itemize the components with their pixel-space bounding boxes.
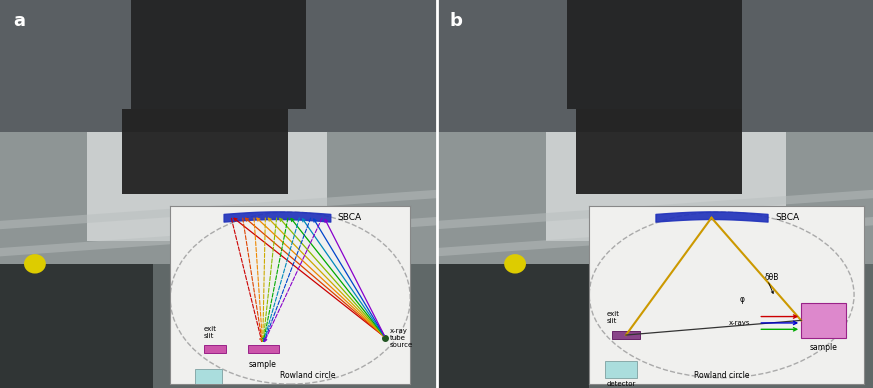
Text: Rowland circle: Rowland circle [694,371,749,379]
Bar [153,264,436,388]
Bar [604,360,637,378]
Bar [248,345,278,353]
Circle shape [24,254,46,274]
Bar [0,264,153,388]
Text: SBCA: SBCA [337,213,361,222]
Text: SBCA: SBCA [775,213,800,222]
Text: sample: sample [809,343,837,352]
Bar [589,264,873,388]
Bar [612,331,640,339]
Bar [567,0,742,109]
Bar [122,109,288,194]
Text: exit
slit: exit slit [607,311,620,324]
Bar [546,132,786,241]
Bar [0,0,436,155]
Text: φ: φ [740,295,745,304]
Bar [801,303,846,338]
Bar [436,132,873,279]
Text: b: b [450,12,463,29]
Text: Rowland circle: Rowland circle [280,371,336,379]
Bar [576,109,742,194]
Bar [436,0,873,155]
Bar [0,132,436,279]
Text: x-rays: x-rays [729,320,750,326]
Text: exit
slit: exit slit [204,326,217,339]
Text: detector: detector [606,381,636,387]
Text: δθB: δθB [765,273,779,282]
Text: sample: sample [249,360,277,369]
Bar [204,345,226,353]
Text: x-ray
tube
source: x-ray tube source [390,327,413,348]
Bar [436,264,589,388]
Bar [131,0,306,109]
Bar [196,369,222,387]
Bar [87,132,327,241]
Circle shape [504,254,526,274]
Text: a: a [13,12,25,29]
